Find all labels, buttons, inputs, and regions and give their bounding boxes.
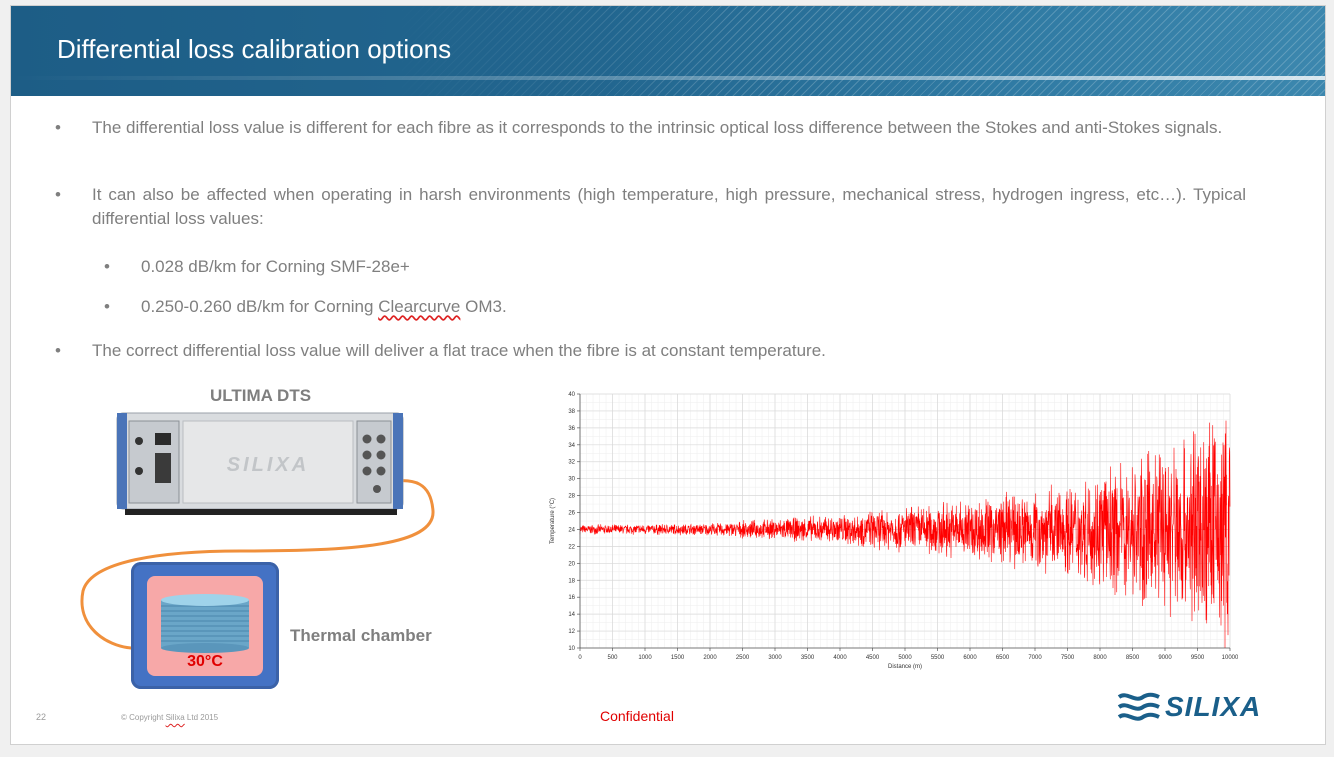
x-tick-label: 9500 bbox=[1191, 655, 1205, 661]
x-tick-label: 6000 bbox=[963, 655, 977, 661]
chart-axes: 0 500 1000 1500 2000 2500 3000 3500 4000 4500 5000… bbox=[568, 392, 1238, 661]
sub-bullet-1: • 0.028 dB/km for Corning SMF-28e+ bbox=[104, 255, 1041, 279]
x-tick-label: 4000 bbox=[833, 655, 847, 661]
slide-title: Differential loss calibration options bbox=[57, 34, 452, 64]
x-tick-label: 8000 bbox=[1093, 655, 1107, 661]
x-tick-label: 2000 bbox=[703, 655, 717, 661]
page-number: 22 bbox=[36, 712, 47, 722]
ultima-dts-device: SILIXA bbox=[116, 412, 404, 515]
y-tick-label: 38 bbox=[568, 409, 575, 415]
logo-text: SILIXA bbox=[1165, 691, 1262, 722]
y-tick-label: 16 bbox=[568, 595, 575, 601]
x-tick-label: 10000 bbox=[1222, 655, 1238, 661]
copyright: © Copyright Silixa Ltd 2015 bbox=[121, 713, 218, 722]
bullet-icon: • bbox=[104, 257, 110, 276]
fibre-spool-icon bbox=[161, 594, 249, 653]
bullet-1-text: The differential loss value is different… bbox=[92, 118, 1223, 137]
chamber-interior: 30°C bbox=[147, 576, 263, 676]
bullet-1: • The differential loss value is differe… bbox=[55, 116, 1246, 140]
x-tick-label: 6500 bbox=[996, 655, 1010, 661]
x-tick-label: 500 bbox=[607, 655, 618, 661]
y-tick-label: 30 bbox=[568, 477, 575, 483]
device-brand-label: SILIXA bbox=[227, 454, 309, 476]
bullet-2-text: It can also be affected when operating i… bbox=[92, 185, 1246, 228]
bullet-icon: • bbox=[55, 341, 61, 360]
bullet-3: • The correct differential loss value wi… bbox=[55, 339, 1246, 363]
x-tick-label: 0 bbox=[578, 655, 582, 661]
y-tick-label: 26 bbox=[568, 511, 575, 517]
y-tick-label: 14 bbox=[568, 612, 575, 618]
x-tick-label: 3500 bbox=[801, 655, 815, 661]
y-axis-label: Temperature (°C) bbox=[550, 498, 556, 544]
x-tick-label: 7000 bbox=[1028, 655, 1042, 661]
thermal-chamber: 30°C bbox=[131, 562, 279, 689]
bullet-3-text: The correct differential loss value will… bbox=[92, 341, 826, 360]
y-tick-label: 40 bbox=[568, 392, 575, 398]
y-tick-label: 12 bbox=[568, 629, 575, 635]
bullet-icon: • bbox=[55, 118, 61, 137]
fibre-cable bbox=[80, 479, 435, 650]
device-title: ULTIMA DTS bbox=[210, 386, 312, 405]
y-tick-label: 18 bbox=[568, 578, 575, 584]
x-tick-label: 7500 bbox=[1061, 655, 1075, 661]
x-tick-label: 1000 bbox=[638, 655, 652, 661]
copyright-prefix: © Copyright bbox=[121, 713, 166, 722]
copyright-suffix: Ltd 2015 bbox=[184, 713, 219, 722]
y-tick-label: 32 bbox=[568, 460, 575, 466]
x-tick-label: 1500 bbox=[671, 655, 685, 661]
x-tick-label: 4500 bbox=[866, 655, 880, 661]
confidential-label: Confidential bbox=[600, 708, 674, 724]
sub-bullet-2-suffix: OM3. bbox=[460, 297, 507, 316]
x-tick-label: 5500 bbox=[931, 655, 945, 661]
x-tick-label: 9000 bbox=[1158, 655, 1172, 661]
sub-bullet-2-prefix: 0.250-0.260 dB/km for Corning bbox=[141, 297, 379, 316]
chamber-temperature: 30°C bbox=[187, 653, 223, 670]
y-tick-label: 10 bbox=[568, 646, 575, 652]
chamber-label: Thermal chamber bbox=[290, 626, 432, 645]
slide: Differential loss calibration options • … bbox=[10, 5, 1326, 745]
y-tick-label: 20 bbox=[568, 561, 575, 567]
title-divider-line bbox=[11, 76, 1325, 80]
silixa-logo: SILIXA bbox=[1117, 687, 1307, 725]
silixa-wave-icon bbox=[1117, 692, 1160, 721]
title-bar: Differential loss calibration options bbox=[11, 6, 1325, 96]
x-axis-label: Distance (m) bbox=[888, 664, 922, 670]
bullet-icon: • bbox=[55, 185, 61, 204]
y-tick-label: 36 bbox=[568, 426, 575, 432]
y-tick-label: 24 bbox=[568, 527, 575, 533]
sub-bullet-2: • 0.250-0.260 dB/km for Corning Clearcur… bbox=[104, 295, 1041, 319]
x-tick-label: 5000 bbox=[898, 655, 912, 661]
sub-bullet-2-underlined-word: Clearcurve bbox=[378, 297, 461, 316]
sub-bullet-1-text: 0.028 dB/km for Corning SMF-28e+ bbox=[141, 257, 410, 276]
x-tick-label: 2500 bbox=[736, 655, 750, 661]
bullet-icon: • bbox=[104, 297, 110, 316]
temperature-trace bbox=[579, 420, 1231, 649]
temperature-chart: 0 500 1000 1500 2000 2500 3000 3500 4000 4500 5000… bbox=[544, 386, 1238, 673]
y-tick-label: 22 bbox=[568, 544, 575, 550]
title-stripes bbox=[391, 6, 1325, 96]
bullet-2: • It can also be affected when operating… bbox=[55, 183, 1246, 231]
y-tick-label: 28 bbox=[568, 494, 575, 500]
x-tick-label: 8500 bbox=[1126, 655, 1140, 661]
chart-trace-layer bbox=[579, 420, 1231, 649]
y-tick-label: 34 bbox=[568, 443, 575, 449]
x-tick-label: 3000 bbox=[768, 655, 782, 661]
copyright-company: Silixa bbox=[165, 713, 185, 722]
